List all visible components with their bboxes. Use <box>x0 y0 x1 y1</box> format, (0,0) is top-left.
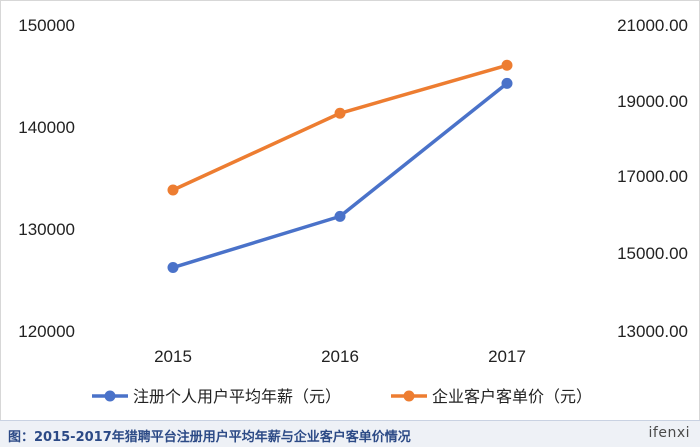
data-point <box>334 107 346 119</box>
x-tick-label: 2015 <box>154 347 192 366</box>
data-point <box>501 59 513 71</box>
right-tick-label: 15000.00 <box>617 244 688 263</box>
x-tick-label: 2016 <box>321 347 359 366</box>
legend-marker-order-value <box>403 390 415 402</box>
left-tick-label: 140000 <box>18 118 75 137</box>
right-tick-label: 19000.00 <box>617 92 688 111</box>
left-tick-label: 130000 <box>18 220 75 239</box>
line-chart: 150000 140000 130000 120000 21000.00 190… <box>18 16 688 406</box>
legend-label-salary: 注册个人用户平均年薪（元） <box>133 387 341 406</box>
data-point <box>501 77 513 89</box>
ifenxi-logo: ifenxi <box>648 425 690 441</box>
right-tick-label: 13000.00 <box>617 322 688 341</box>
caption-bar: 图：2015-2017年猎聘平台注册用户平均年薪与企业客户客单价情况 ifenx… <box>0 420 700 447</box>
figure-caption: 图：2015-2017年猎聘平台注册用户平均年薪与企业客户客单价情况 <box>8 430 411 445</box>
data-point <box>334 210 346 222</box>
data-point <box>167 184 179 196</box>
left-tick-label: 120000 <box>18 322 75 341</box>
left-tick-label: 150000 <box>18 16 75 35</box>
legend-marker-salary <box>104 390 116 402</box>
right-tick-label: 21000.00 <box>617 16 688 35</box>
legend: 注册个人用户平均年薪（元） 企业客户客单价（元） <box>92 387 592 406</box>
series-layer <box>167 59 513 274</box>
series-line-1 <box>172 63 508 192</box>
right-tick-label: 17000.00 <box>617 167 688 186</box>
data-point <box>167 262 179 274</box>
x-tick-label: 2017 <box>488 347 526 366</box>
legend-label-order-value: 企业客户客单价（元） <box>432 387 592 406</box>
